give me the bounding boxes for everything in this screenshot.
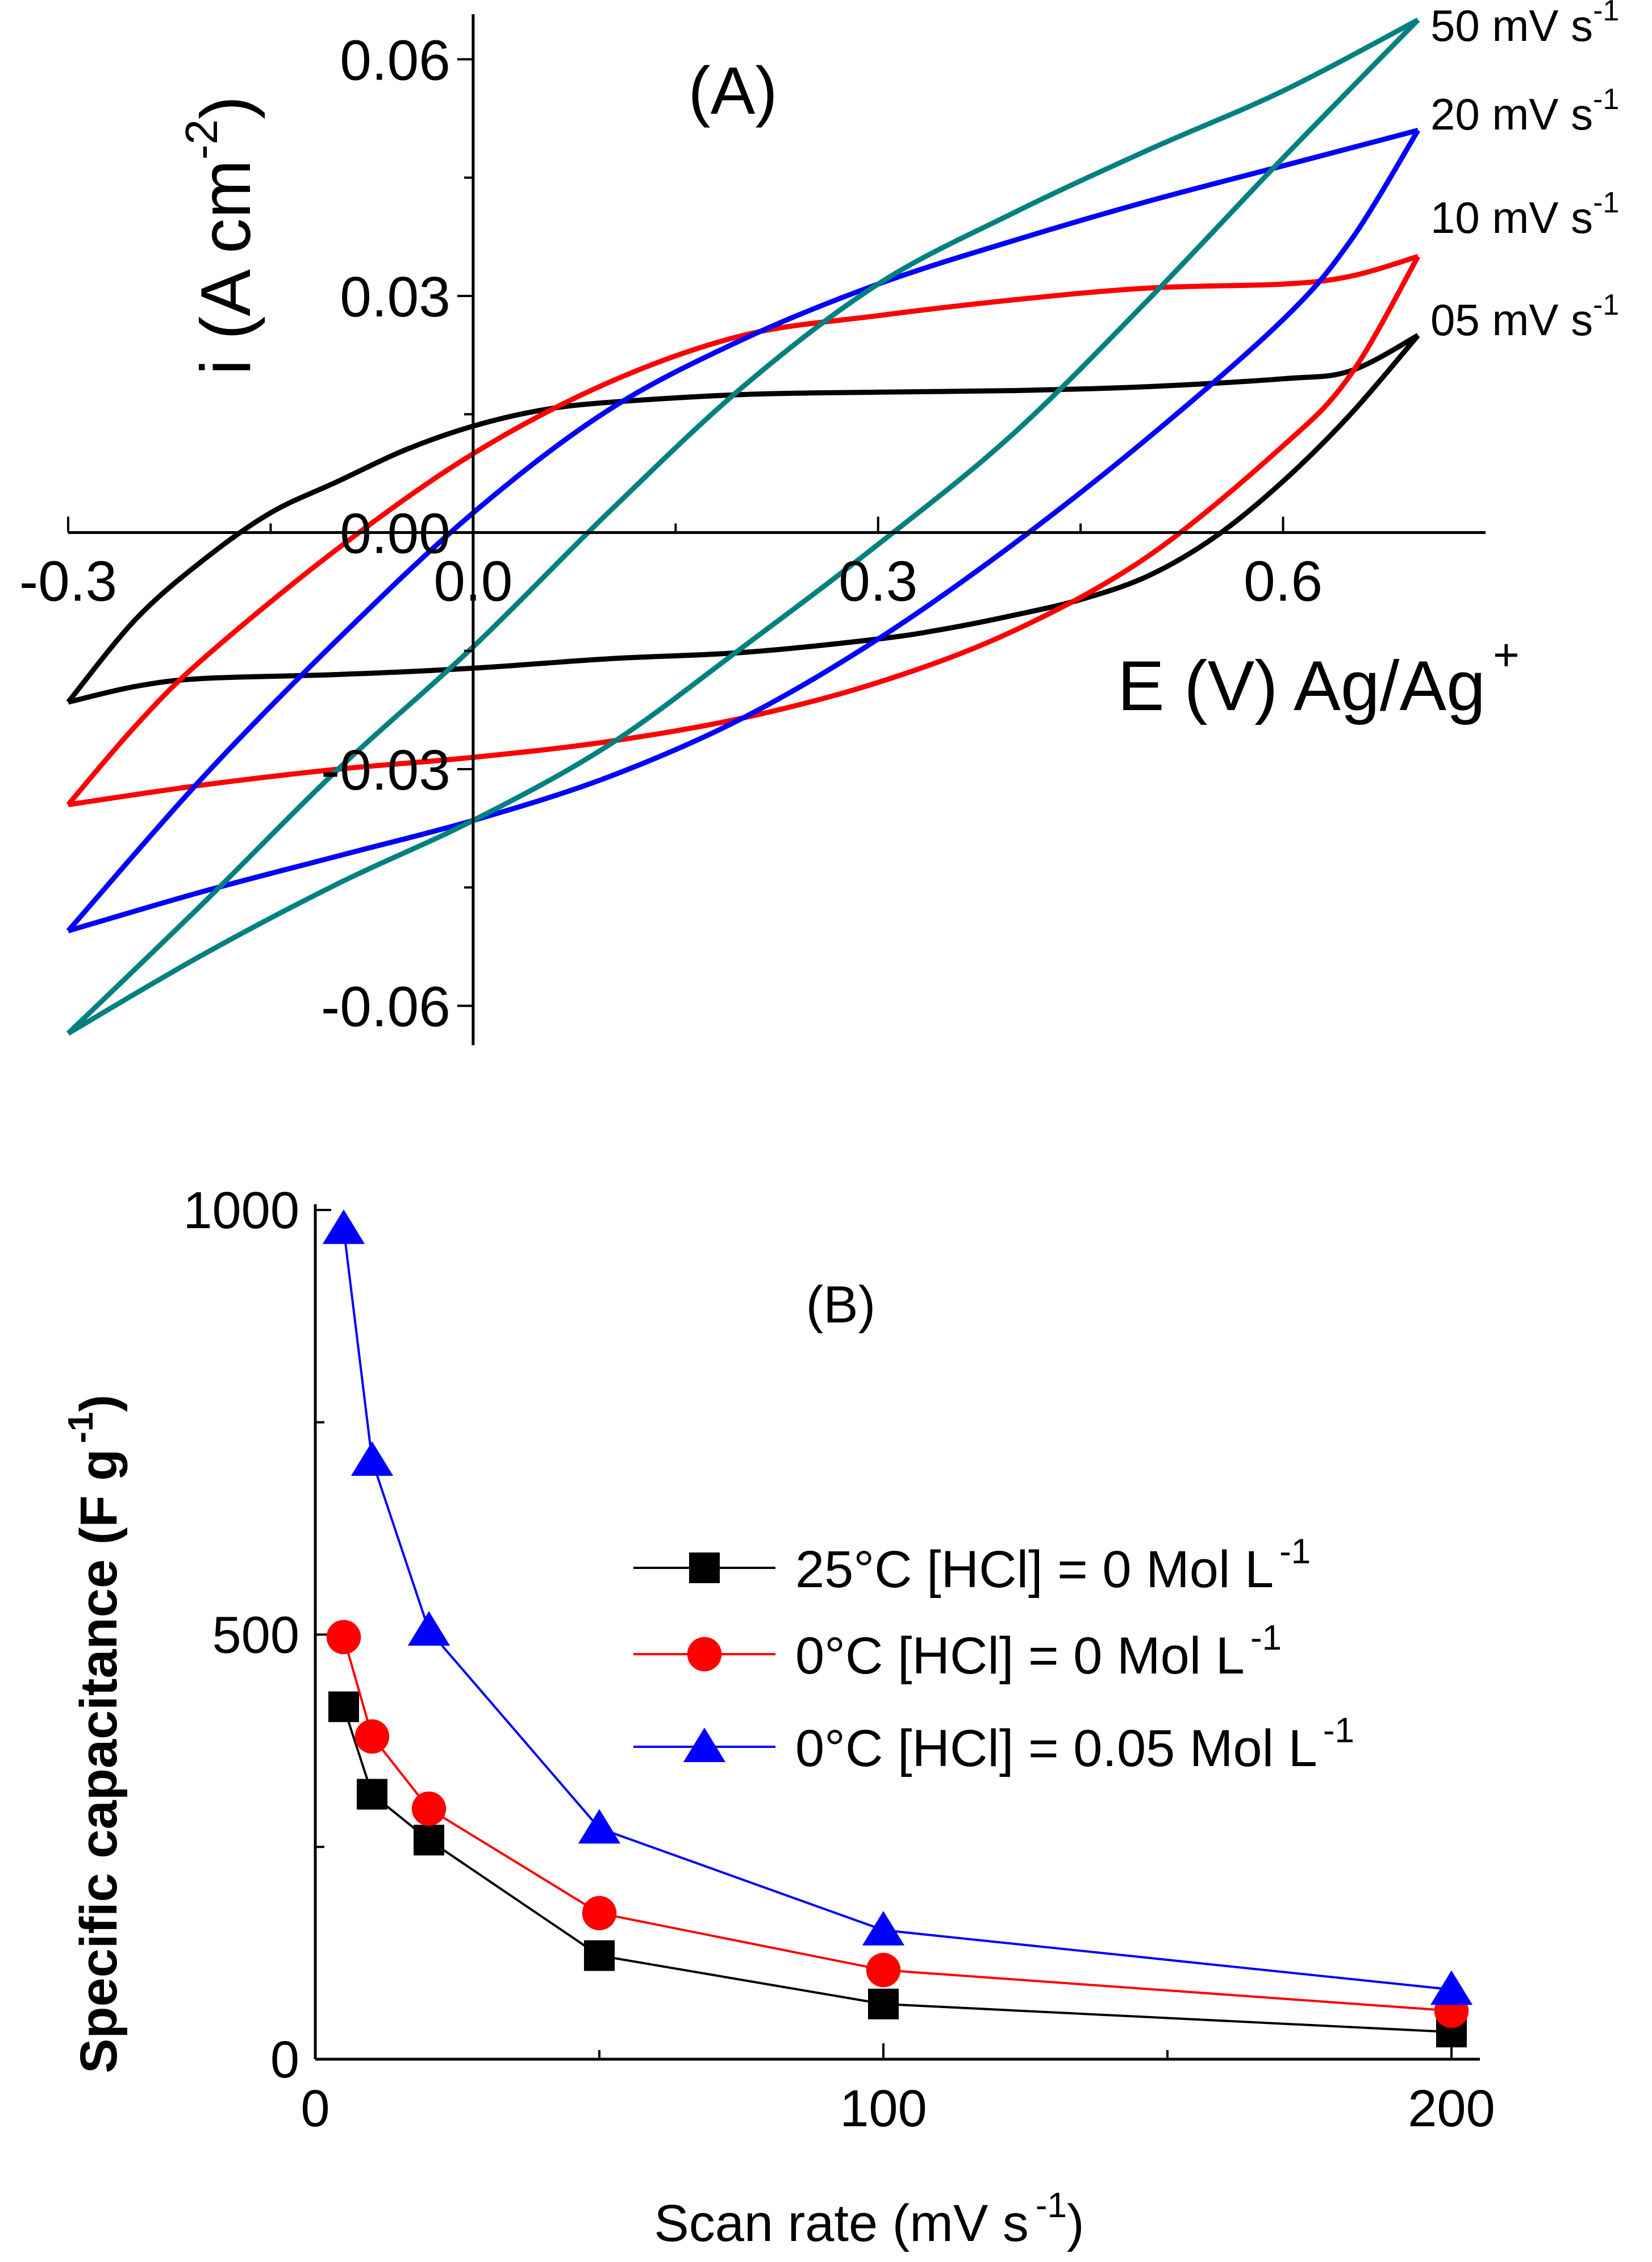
y-tick-label-0-06: 0.06 — [340, 28, 450, 92]
panel-a-x-axis-title-sup: + — [1493, 629, 1520, 680]
series-20-mv-s-forward-scan — [67, 129, 1421, 934]
y-tick-label-0-03: 0.03 — [340, 265, 450, 329]
series-0-c-hcl-0-mol-l-point-20 — [411, 1791, 447, 1826]
legend-label-25-c-hcl-0-mol-l: 25°C [HCl] = 0 Mol L -1 — [795, 1532, 1311, 1599]
series-25-c-hcl-0-mol-l-point-5 — [328, 1691, 359, 1722]
scan-rate-label-sup: -1 — [1593, 289, 1619, 322]
scan-rate-label-20-mv-s: 20 mV s-1 — [1430, 83, 1619, 139]
series-0-c-hcl-0-05-mol-l-point-200 — [1430, 1970, 1473, 2005]
series-0-c-hcl-0-mol-l-point-50 — [582, 1896, 617, 1931]
legend-label-sup: -1 — [1250, 1618, 1282, 1658]
legend-label-sup: -1 — [1279, 1532, 1311, 1571]
series-50-mv-s-reverse-scan — [66, 18, 1420, 1036]
x-tick-label-200: 200 — [1408, 2080, 1495, 2138]
series-0-c-hcl-0-mol-l-point-100 — [866, 1952, 901, 1988]
panel-a-y-axis-title-close: ) — [187, 96, 265, 119]
panel-a-label: (A) — [688, 53, 777, 128]
panel-b-x-axis-title: Scan rate (mV s -1) — [654, 2186, 1084, 2252]
legend-label-0-c-hcl-0-05-mol-l: 0°C [HCl] = 0.05 Mol L -1 — [795, 1711, 1354, 1777]
panel-a-ticks: -0.3 0.0 0.3 0.6 0.06 0.03 0.00 -0.03 -0.06 — [19, 28, 1323, 1038]
scan-rate-label-sup: -1 — [1593, 186, 1619, 219]
series-0-c-hcl-0-05-mol-l-line — [343, 1228, 1452, 1991]
panel-a-series — [66, 18, 1421, 1036]
panel-b-label: (B) — [806, 1276, 876, 1334]
panel-b-y-axis-title-sup: -1 — [61, 1412, 101, 1443]
y-tick-label-0-06: -0.06 — [321, 975, 450, 1039]
x-tick-label-0-3: 0.3 — [838, 550, 917, 614]
legend-label-main: 25°C [HCl] = 0 Mol L — [795, 1541, 1274, 1599]
scan-rate-label-sup: -1 — [1593, 0, 1619, 27]
series-25-c-hcl-0-mol-l-point-10 — [357, 1779, 387, 1810]
scan-rate-label-main: 05 mV s — [1430, 295, 1593, 345]
panel-a-x-axis-title-main: E (V) Ag/Ag — [1117, 647, 1486, 725]
series-50-mv-s-forward-scan — [66, 18, 1420, 1036]
scan-rate-label-05-mv-s: 05 mV s-1 — [1430, 289, 1619, 345]
series-0-c-hcl-0-mol-l-line — [343, 1637, 1452, 2012]
scan-rate-label-main: 10 mV s — [1430, 193, 1593, 243]
series-10-mv-s-forward-scan — [68, 255, 1421, 807]
y-tick-label-0: 0 — [270, 2031, 299, 2089]
panel-b-series — [322, 1209, 1473, 2048]
series-25-c-hcl-0-mol-l-point-100 — [868, 1988, 899, 2019]
panel-a-cyclic-voltammetry: -0.3 0.0 0.3 0.60.060.030.00-0.03-0.06 (A) … — [19, 0, 1619, 1045]
legend-label-main: 0°C [HCl] = 0 Mol L — [795, 1627, 1245, 1685]
y-tick-label-0-03: -0.03 — [321, 738, 450, 802]
series-10-mv-s-reverse-scan — [66, 254, 1419, 807]
panel-a-scan-rate-labels: 05 mV s-110 mV s-120 mV s-150 mV s-1 — [1430, 0, 1619, 345]
series-0-c-hcl-0-05-mol-l-point-50 — [578, 1809, 621, 1844]
panel-b-x-axis-title-close: ) — [1067, 2194, 1084, 2252]
panel-a-y-axis-title: i (A cm-2) — [176, 96, 265, 375]
panel-b-ticks: 0 100 200 0 500 1000 — [183, 1182, 1495, 2138]
y-tick-label-0-00: 0.00 — [340, 502, 450, 566]
legend-marker-0-c-hcl-0-mol-l — [687, 1637, 722, 1672]
x-tick-label-100: 100 — [840, 2080, 927, 2138]
x-tick-label-0-0: 0.0 — [433, 550, 512, 614]
legend-marker-0-c-hcl-0-05-mol-l — [683, 1727, 726, 1762]
panel-b-x-axis-title-sup: -1 — [1036, 2186, 1067, 2225]
panel-b-legend: 25°C [HCl] = 0 Mol L -10°C [HCl] = 0 Mol … — [633, 1532, 1354, 1777]
panel-b-y-axis-title-close: ) — [70, 1395, 128, 1412]
panel-a-y-axis-title-sup: -2 — [176, 119, 227, 160]
series-0-c-hcl-0-mol-l-point-10 — [354, 1719, 390, 1754]
series-20-mv-s-reverse-scan — [66, 128, 1419, 933]
panel-b-x-axis-title-main: Scan rate (mV s — [654, 2194, 1029, 2252]
x-tick-label-0-3: -0.3 — [19, 550, 117, 614]
legend-marker-25-c-hcl-0-mol-l — [689, 1552, 720, 1583]
series-0-c-hcl-0-mol-l-point-5 — [326, 1620, 361, 1655]
series-0-c-hcl-0-05-mol-l-point-20 — [407, 1611, 450, 1646]
series-25-c-hcl-0-mol-l-point-20 — [414, 1825, 444, 1856]
panel-a-y-axis-title-main: i (A cm — [187, 160, 265, 375]
y-tick-label-1000: 1000 — [183, 1182, 299, 1239]
scan-rate-label-50-mv-s: 50 mV s-1 — [1430, 0, 1619, 51]
series-0-c-hcl-0-05-mol-l-point-100 — [862, 1911, 905, 1946]
legend-label-0-c-hcl-0-mol-l: 0°C [HCl] = 0 Mol L -1 — [795, 1618, 1282, 1685]
scan-rate-label-main: 50 mV s — [1430, 1, 1593, 51]
series-25-c-hcl-0-mol-l-point-50 — [584, 1940, 615, 1971]
x-tick-label-0: 0 — [301, 2080, 329, 2138]
panel-b-y-axis-title-main: Specific capacitance (F g — [70, 1449, 128, 2073]
legend-label-sup: -1 — [1323, 1711, 1354, 1750]
scan-rate-label-sup: -1 — [1593, 83, 1619, 116]
y-tick-label-500: 500 — [212, 1606, 300, 1664]
panel-b-axes — [314, 1204, 1480, 2061]
x-tick-label-0-6: 0.6 — [1244, 550, 1323, 614]
scan-rate-label-main: 20 mV s — [1430, 89, 1593, 139]
series-0-c-hcl-0-05-mol-l-point-10 — [351, 1441, 394, 1476]
panel-b-y-axis-title: Specific capacitance (F g -1) — [61, 1395, 128, 2073]
series-0-c-hcl-0-05-mol-l-point-5 — [322, 1209, 365, 1244]
legend-label-main: 0°C [HCl] = 0.05 Mol L — [795, 1720, 1317, 1777]
panel-a-x-axis-title: E (V) Ag/Ag — [1117, 647, 1486, 725]
scan-rate-label-10-mv-s: 10 mV s-1 — [1430, 186, 1619, 243]
